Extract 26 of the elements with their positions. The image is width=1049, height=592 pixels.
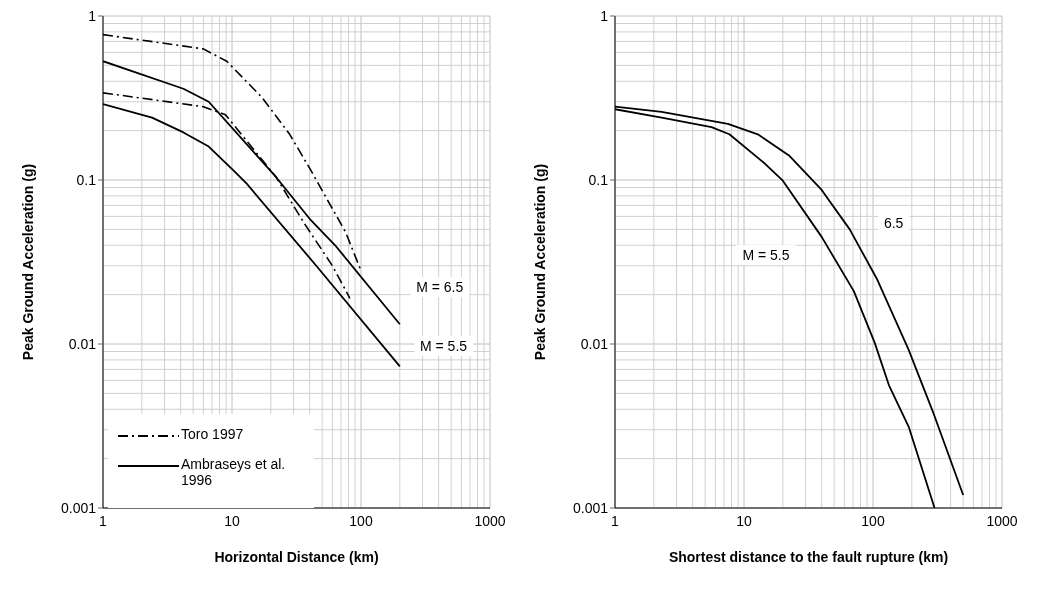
annotation: M = 5.5 [736,244,796,265]
y-tick-label: 0.01 [580,335,609,352]
x-tick-label: 1000 [986,512,1018,529]
x-tick-label: 1 [99,512,108,529]
x-tick-label: 1 [611,512,620,529]
x-axis-title: Horizontal Distance (km) [214,549,379,565]
y-tick-label: 1 [88,7,97,24]
y-axis-title: Peak Ground Acceleration (g) [531,163,548,361]
y-axis-title: Peak Ground Acceleration (g) [19,163,36,361]
x-tick-label: 100 [861,512,885,529]
annotation: M = 5.5 [414,335,474,356]
annotation: 6.5 [877,212,910,233]
y-tick-label: 0.1 [76,171,97,188]
x-axis-title: Shortest distance to the fault rupture (km) [668,549,949,565]
legend-label: Toro 1997 [181,426,244,442]
y-tick-label: 0.01 [68,335,97,352]
x-tick-label: 10 [736,512,752,529]
annotation: M = 6.5 [410,276,470,297]
x-tick-label: 1000 [474,512,506,529]
y-tick-label: 0.1 [588,171,609,188]
y-tick-label: 0.001 [572,499,609,516]
y-tick-label: 0.001 [60,499,97,516]
x-tick-label: 10 [224,512,240,529]
legend-label: Ambraseys et al. 1996 [181,456,287,488]
x-tick-label: 100 [349,512,373,529]
y-tick-label: 1 [600,7,609,24]
